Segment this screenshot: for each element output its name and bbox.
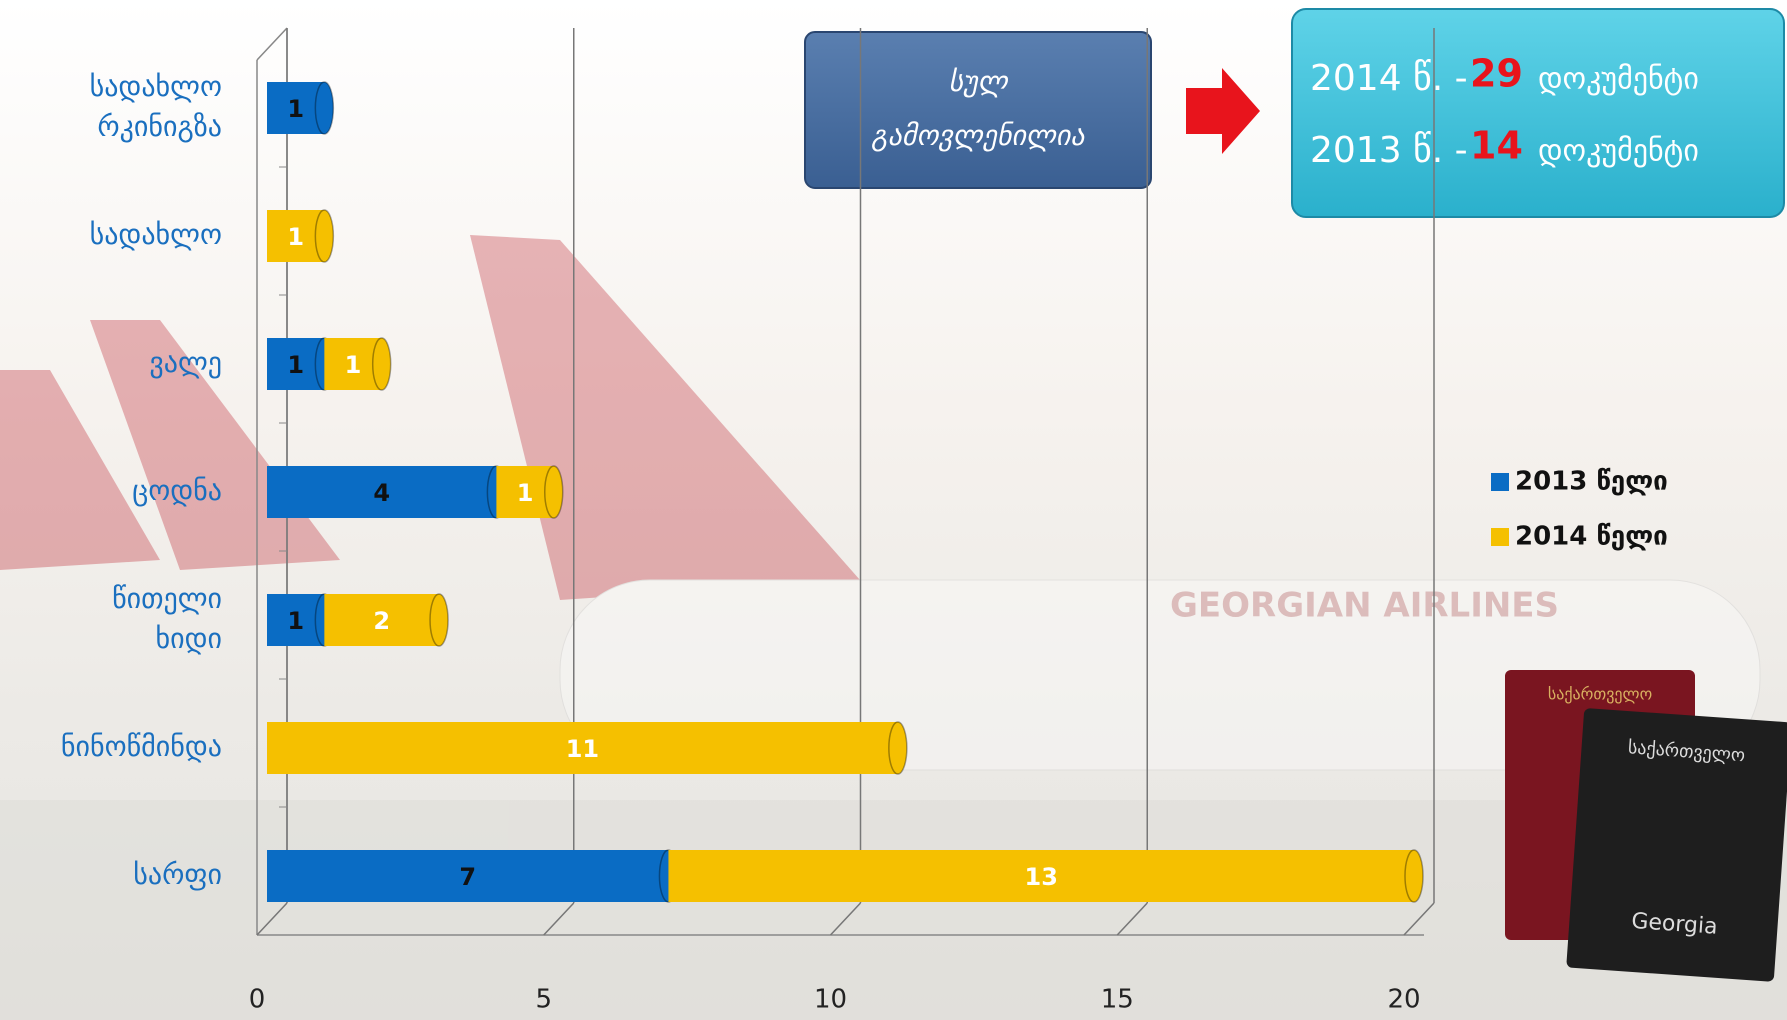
- bar: [267, 81, 335, 135]
- bar-body: [267, 338, 325, 390]
- bar: [324, 337, 392, 391]
- y-tick-label: სადახლო რკინიგზა: [90, 70, 222, 143]
- x-tick-label: 15: [1101, 985, 1134, 1015]
- bar-cap: [314, 209, 335, 263]
- bar-cap: [544, 465, 564, 519]
- bar-body: [324, 594, 440, 646]
- callout-box: [804, 31, 1152, 189]
- bar: [496, 465, 564, 519]
- callout-text: სულ გამოვლენილია: [871, 65, 1085, 152]
- data-label: 1: [287, 223, 304, 251]
- bar-body: [324, 338, 382, 390]
- passports: საქართველო საქართველო Georgia: [1505, 670, 1787, 982]
- legend-label: 2014 წელი: [1515, 522, 1668, 552]
- bar-body: [267, 850, 669, 902]
- totals-box: [1291, 8, 1785, 218]
- bar-cap: [429, 593, 449, 647]
- bar: [267, 721, 908, 775]
- bar: [267, 465, 507, 519]
- bar: [267, 849, 679, 903]
- total-year: 2013 წ. -: [1310, 130, 1468, 171]
- data-label: 1: [287, 607, 304, 635]
- bar-body: [496, 466, 554, 518]
- data-label: 1: [345, 351, 362, 379]
- y-tick-label: ვალე: [149, 346, 222, 379]
- data-label: 1: [517, 479, 534, 507]
- grid-line: [1403, 902, 1435, 936]
- x-tick-label: 0: [249, 985, 266, 1015]
- data-label: 1: [287, 351, 304, 379]
- bar-cap: [1404, 849, 1424, 903]
- bar: [668, 849, 1424, 903]
- y-tick-label: ნინოწმინდა: [61, 730, 222, 763]
- y-tick-label: სარფი: [133, 858, 222, 891]
- passport-text: საქართველო: [1548, 685, 1652, 704]
- data-label: 1: [287, 95, 304, 123]
- axis-line: [256, 27, 288, 61]
- grid-line: [543, 902, 575, 936]
- grid-line: [1116, 902, 1148, 936]
- bar: [267, 209, 335, 263]
- total-unit: დოკუმენტი: [1538, 134, 1699, 169]
- y-tick-label: წითელი ხიდი: [112, 582, 222, 655]
- data-label: 4: [373, 479, 390, 507]
- passport-text: Georgia: [1631, 909, 1719, 940]
- background-text: GEORGIAN AIRLINES: [1170, 586, 1559, 626]
- total-year: 2014 წ. -: [1310, 58, 1468, 99]
- bar: [324, 593, 449, 647]
- data-label: 13: [1025, 863, 1058, 891]
- total-count: 14: [1470, 124, 1523, 168]
- bar-body: [267, 82, 325, 134]
- bar-body: [267, 594, 325, 646]
- legend-swatch: [1491, 528, 1509, 546]
- bar-cap: [314, 81, 335, 135]
- y-tick-label: სადახლო: [90, 218, 222, 251]
- legend-label: 2013 წელი: [1515, 467, 1668, 497]
- bar-cap: [371, 337, 392, 391]
- grid-line: [256, 902, 288, 936]
- total-unit: დოკუმენტი: [1538, 62, 1699, 97]
- bar-body: [668, 850, 1414, 902]
- data-label: 7: [459, 863, 476, 891]
- total-count: 29: [1470, 52, 1523, 96]
- arrow: [1186, 68, 1260, 154]
- data-label: 2: [373, 607, 390, 635]
- y-tick-label: ცოდნა: [132, 474, 222, 507]
- bar-cap: [888, 721, 908, 775]
- data-label: 11: [566, 735, 599, 763]
- legend-swatch: [1491, 473, 1509, 491]
- x-tick-label: 5: [535, 985, 552, 1015]
- bar-body: [267, 466, 497, 518]
- bar-body: [267, 210, 325, 262]
- x-tick-label: 10: [814, 985, 847, 1015]
- grid-line: [829, 902, 862, 936]
- bar-body: [267, 722, 898, 774]
- x-tick-label: 20: [1387, 985, 1420, 1015]
